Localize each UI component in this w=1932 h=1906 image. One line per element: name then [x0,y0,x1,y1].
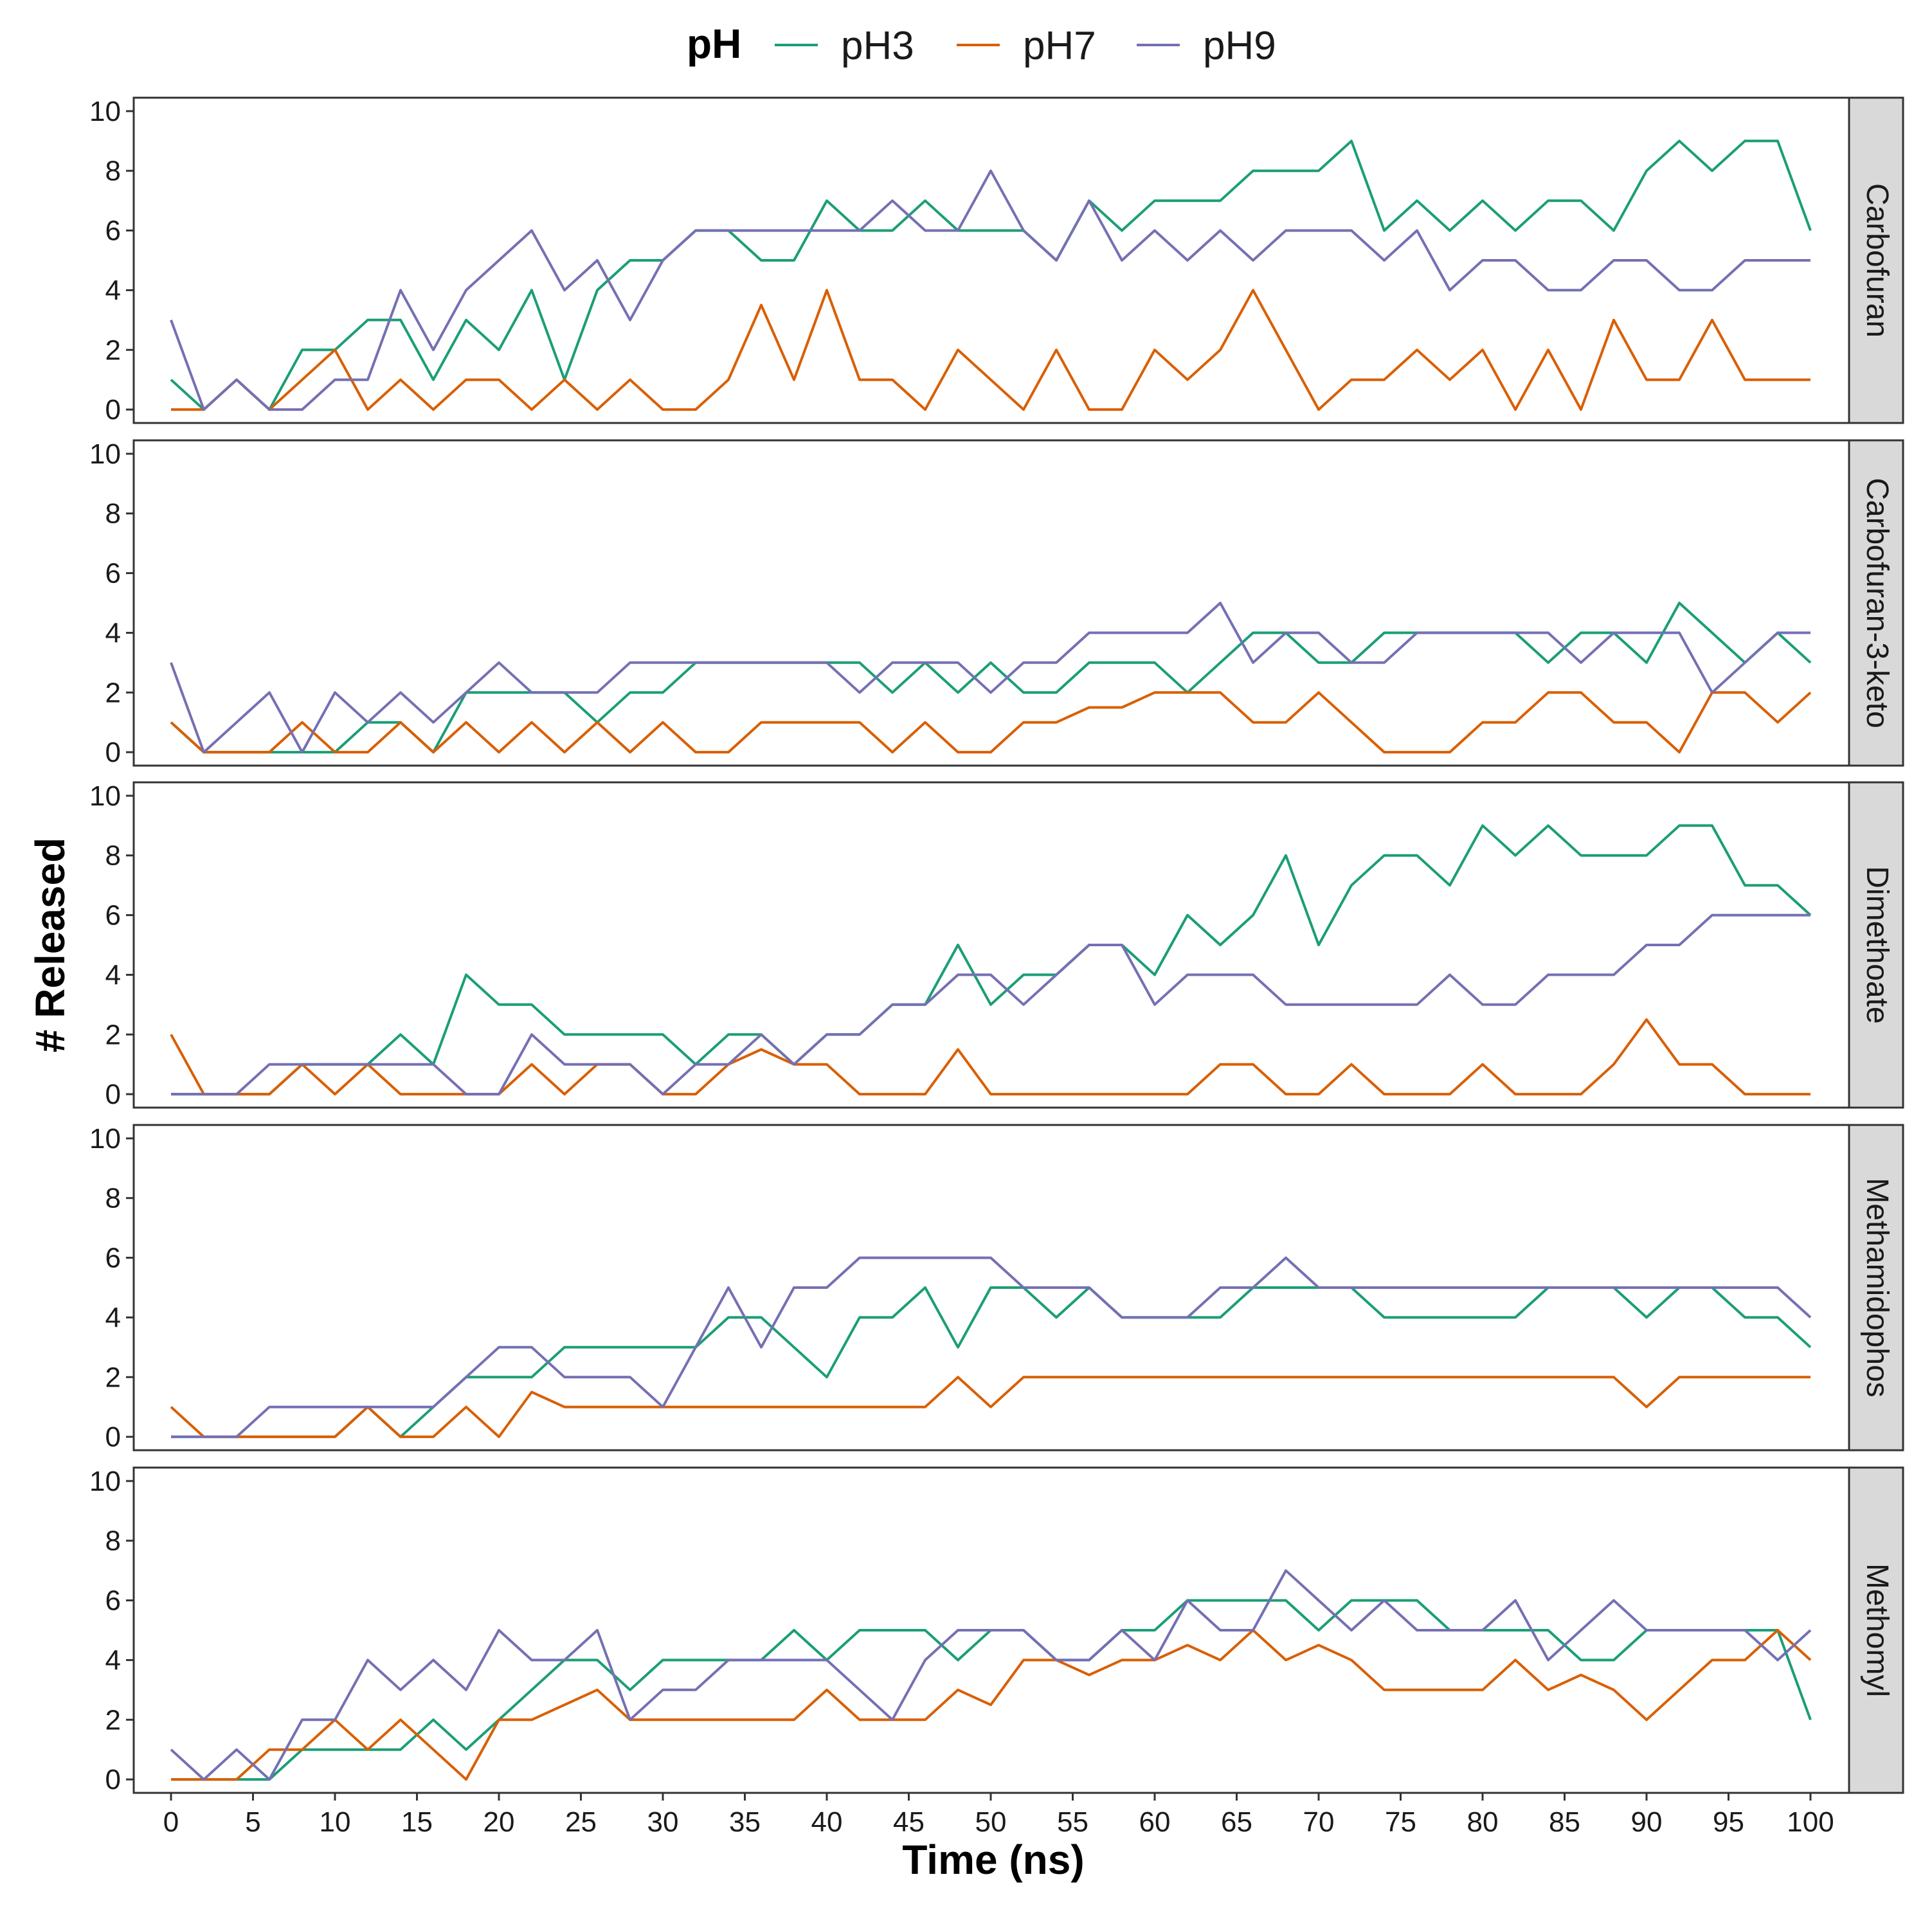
x-tick-label: 90 [1631,1806,1663,1838]
y-tick-label: 0 [105,1079,121,1110]
series-line-ph7 [170,1018,1810,1096]
y-tick-label: 10 [89,96,121,127]
panel-frame [132,781,1850,1109]
y-axis-title: # Released [27,838,73,1052]
series-line-ph7 [170,1376,1810,1439]
x-tick-label: 5 [245,1806,260,1838]
y-tick-label: 0 [105,1764,121,1795]
legend: pH pH3 pH7 pH9 [687,21,1276,68]
y-tick-label: 2 [105,1704,121,1736]
strip-label: Carbofuran-3-keto [1860,478,1894,728]
series-line-ph7 [170,691,1812,754]
series-line-ph9 [170,169,1810,411]
series-line-ph7 [171,289,1810,411]
series-line-ph3 [170,139,1812,411]
strip-background [1848,1466,1904,1794]
x-tick-label: 0 [163,1806,179,1838]
y-tick-label: 4 [105,1644,121,1676]
strip-background [1848,781,1904,1109]
x-tick-label: 65 [1221,1806,1252,1838]
series-line-ph3 [171,824,1812,1096]
x-axis: 0 5 10 15 20 25 30 35 40 45 50 55 60 65 70 75 80 85 90 95 10… [163,1793,1834,1838]
series-line-ph9 [171,1256,1812,1439]
series-line-ph9 [170,1569,1812,1781]
x-tick-label: 40 [811,1806,843,1838]
y-tick-label: 0 [105,394,121,426]
series-line-ph3 [170,602,1812,754]
y-tick-label: 2 [105,1019,121,1050]
strip-label: Methamidophos [1860,1178,1894,1398]
x-axis-title: Time (ns) [902,1837,1084,1883]
legend-label-ph3: pH3 [841,24,914,68]
y-tick-label: 2 [105,677,121,708]
y-tick-label: 6 [105,215,121,247]
y-tick-label: 4 [105,617,121,649]
panel-methamidophos: Methamidophos 0 2 4 6 8 10 [89,1123,1904,1453]
series-line-ph9 [170,602,1810,754]
strip-background [1848,439,1904,767]
x-tick-label: 35 [729,1806,761,1838]
strip-label: Dimethoate [1860,866,1894,1023]
x-tick-label: 30 [647,1806,679,1838]
y-tick-label: 4 [105,274,121,306]
panel-carbofuran-3-keto: Carbofuran-3-keto 0 2 4 6 8 10 [89,438,1904,768]
x-tick-label: 55 [1057,1806,1088,1838]
panel-methomyl: Methomyl 0 2 4 6 8 10 [89,1466,1904,1795]
x-tick-label: 95 [1713,1806,1744,1838]
panel-dimethoate: Dimethoate 0 2 4 6 8 10 [89,780,1904,1110]
x-tick-label: 45 [893,1806,925,1838]
x-tick-label: 50 [975,1806,1007,1838]
x-tick-label: 100 [1787,1806,1834,1838]
x-tick-label: 25 [565,1806,597,1838]
y-tick-label: 10 [89,1466,121,1497]
y-tick-label: 4 [105,959,121,991]
legend-label-ph9: pH9 [1203,24,1276,68]
y-tick-label: 2 [105,334,121,366]
y-tick-label: 8 [105,1183,121,1214]
y-tick-label: 10 [89,1123,121,1155]
series-line-ph9 [171,913,1810,1096]
x-tick-label: 20 [483,1806,515,1838]
legend-label-ph7: pH7 [1023,24,1096,68]
strip-label: Carbofuran [1860,183,1894,337]
panel-frame [132,439,1850,767]
x-tick-label: 15 [401,1806,433,1838]
y-tick-label: 6 [105,1243,121,1274]
panel-carbofuran: Carbofuran 0 2 4 6 8 10 [89,96,1904,426]
y-tick-label: 6 [105,558,121,589]
x-tick-label: 80 [1467,1806,1499,1838]
y-tick-label: 0 [105,737,121,768]
x-tick-label: 75 [1385,1806,1416,1838]
y-tick-label: 8 [105,840,121,872]
y-tick-label: 8 [105,1525,121,1557]
panel-frame [132,96,1850,424]
series-line-ph7 [171,1629,1812,1781]
strip-background [1848,1124,1904,1452]
legend-title: pH [687,21,741,67]
x-tick-label: 70 [1303,1806,1335,1838]
strip-background [1848,96,1904,424]
y-tick-label: 8 [105,156,121,187]
x-tick-label: 10 [320,1806,351,1838]
y-tick-label: 6 [105,900,121,931]
strip-label: Methomyl [1860,1563,1894,1697]
y-tick-label: 6 [105,1585,121,1617]
panels: Carbofuran 0 2 4 6 8 10 Carbofuran-3-keto 0 2 4 6 8 1… [89,96,1904,1795]
x-tick-label: 85 [1549,1806,1580,1838]
y-tick-label: 8 [105,498,121,530]
y-tick-label: 0 [105,1421,121,1453]
x-tick-label: 60 [1139,1806,1171,1838]
y-tick-label: 2 [105,1362,121,1393]
y-tick-label: 10 [89,438,121,470]
y-tick-label: 10 [89,780,121,812]
y-tick-label: 4 [105,1302,121,1333]
